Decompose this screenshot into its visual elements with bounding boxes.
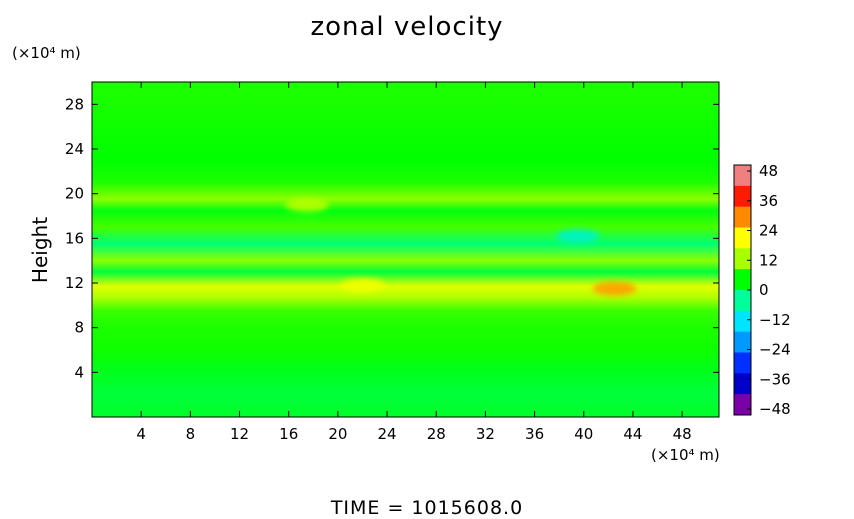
colorbar-tick-label: −12 xyxy=(759,311,791,329)
colorbar-segment xyxy=(734,352,751,374)
heatmap-features xyxy=(285,197,637,296)
x-tick-label: 20 xyxy=(328,425,347,443)
heatmap-feature xyxy=(340,278,385,293)
heatmap-feature xyxy=(285,197,330,212)
x-tick-label: 24 xyxy=(378,425,397,443)
x-tick-label: 32 xyxy=(476,425,495,443)
x-tick-label: 40 xyxy=(574,425,593,443)
y-tick-label: 16 xyxy=(65,229,84,247)
x-tick-label: 36 xyxy=(525,425,544,443)
colorbar-tick-label: −36 xyxy=(759,370,791,388)
colorbar-tick-label: 24 xyxy=(759,222,778,240)
heatmap-feature xyxy=(555,229,600,244)
plot-frame xyxy=(91,81,720,418)
colorbar-tick-label: 0 xyxy=(759,281,769,299)
colorbar-tick-label: −48 xyxy=(759,400,791,418)
y-axis-unit: (×10⁴ m) xyxy=(12,44,81,62)
x-tick-label: 16 xyxy=(279,425,298,443)
colorbar-segment xyxy=(734,206,751,228)
colorbar-segment xyxy=(734,394,751,416)
colorbar-tick-label: 12 xyxy=(759,251,778,269)
colorbar-segment xyxy=(734,331,751,353)
colorbar-segment xyxy=(734,310,751,333)
colorbar-segment xyxy=(734,248,751,270)
x-tick-label: 12 xyxy=(230,425,249,443)
colorbar-segment xyxy=(734,269,751,291)
y-tick-label: 4 xyxy=(74,363,84,381)
heatmap-field xyxy=(92,82,719,417)
y-axis: 4 8 12 16 20 24 28 xyxy=(65,95,719,381)
colorbar-tick-label: 48 xyxy=(759,162,778,180)
y-tick-label: 8 xyxy=(74,319,84,337)
heatmap-feature xyxy=(592,281,637,296)
colorbar-segment xyxy=(734,165,751,187)
x-axis: 4 8 12 16 20 24 28 32 36 40 44 48 xyxy=(136,82,692,443)
x-tick-label: 8 xyxy=(186,425,196,443)
colorbar-tick-label: 36 xyxy=(759,192,778,210)
colorbar-tick-label: −24 xyxy=(759,341,791,359)
x-tick-label: 28 xyxy=(427,425,446,443)
colorbar-segment xyxy=(734,227,751,249)
colorbar-segment xyxy=(734,290,751,312)
colorbar-segment xyxy=(734,373,751,395)
x-axis-unit: (×10⁴ m) xyxy=(651,446,720,464)
x-tick-label: 44 xyxy=(623,425,642,443)
colorbar-segment xyxy=(734,185,751,208)
x-tick-label: 4 xyxy=(136,425,146,443)
y-tick-label: 12 xyxy=(65,274,84,292)
chart-title: zonal velocity xyxy=(310,12,504,42)
x-tick-label: 48 xyxy=(673,425,692,443)
y-tick-label: 24 xyxy=(65,140,84,158)
time-label: TIME = 1015608.0 xyxy=(330,497,524,519)
y-tick-label: 20 xyxy=(65,185,84,203)
y-tick-label: 28 xyxy=(65,95,84,113)
colorbar: 48 36 24 12 0 −12 −24 −36 −48 xyxy=(733,162,791,418)
